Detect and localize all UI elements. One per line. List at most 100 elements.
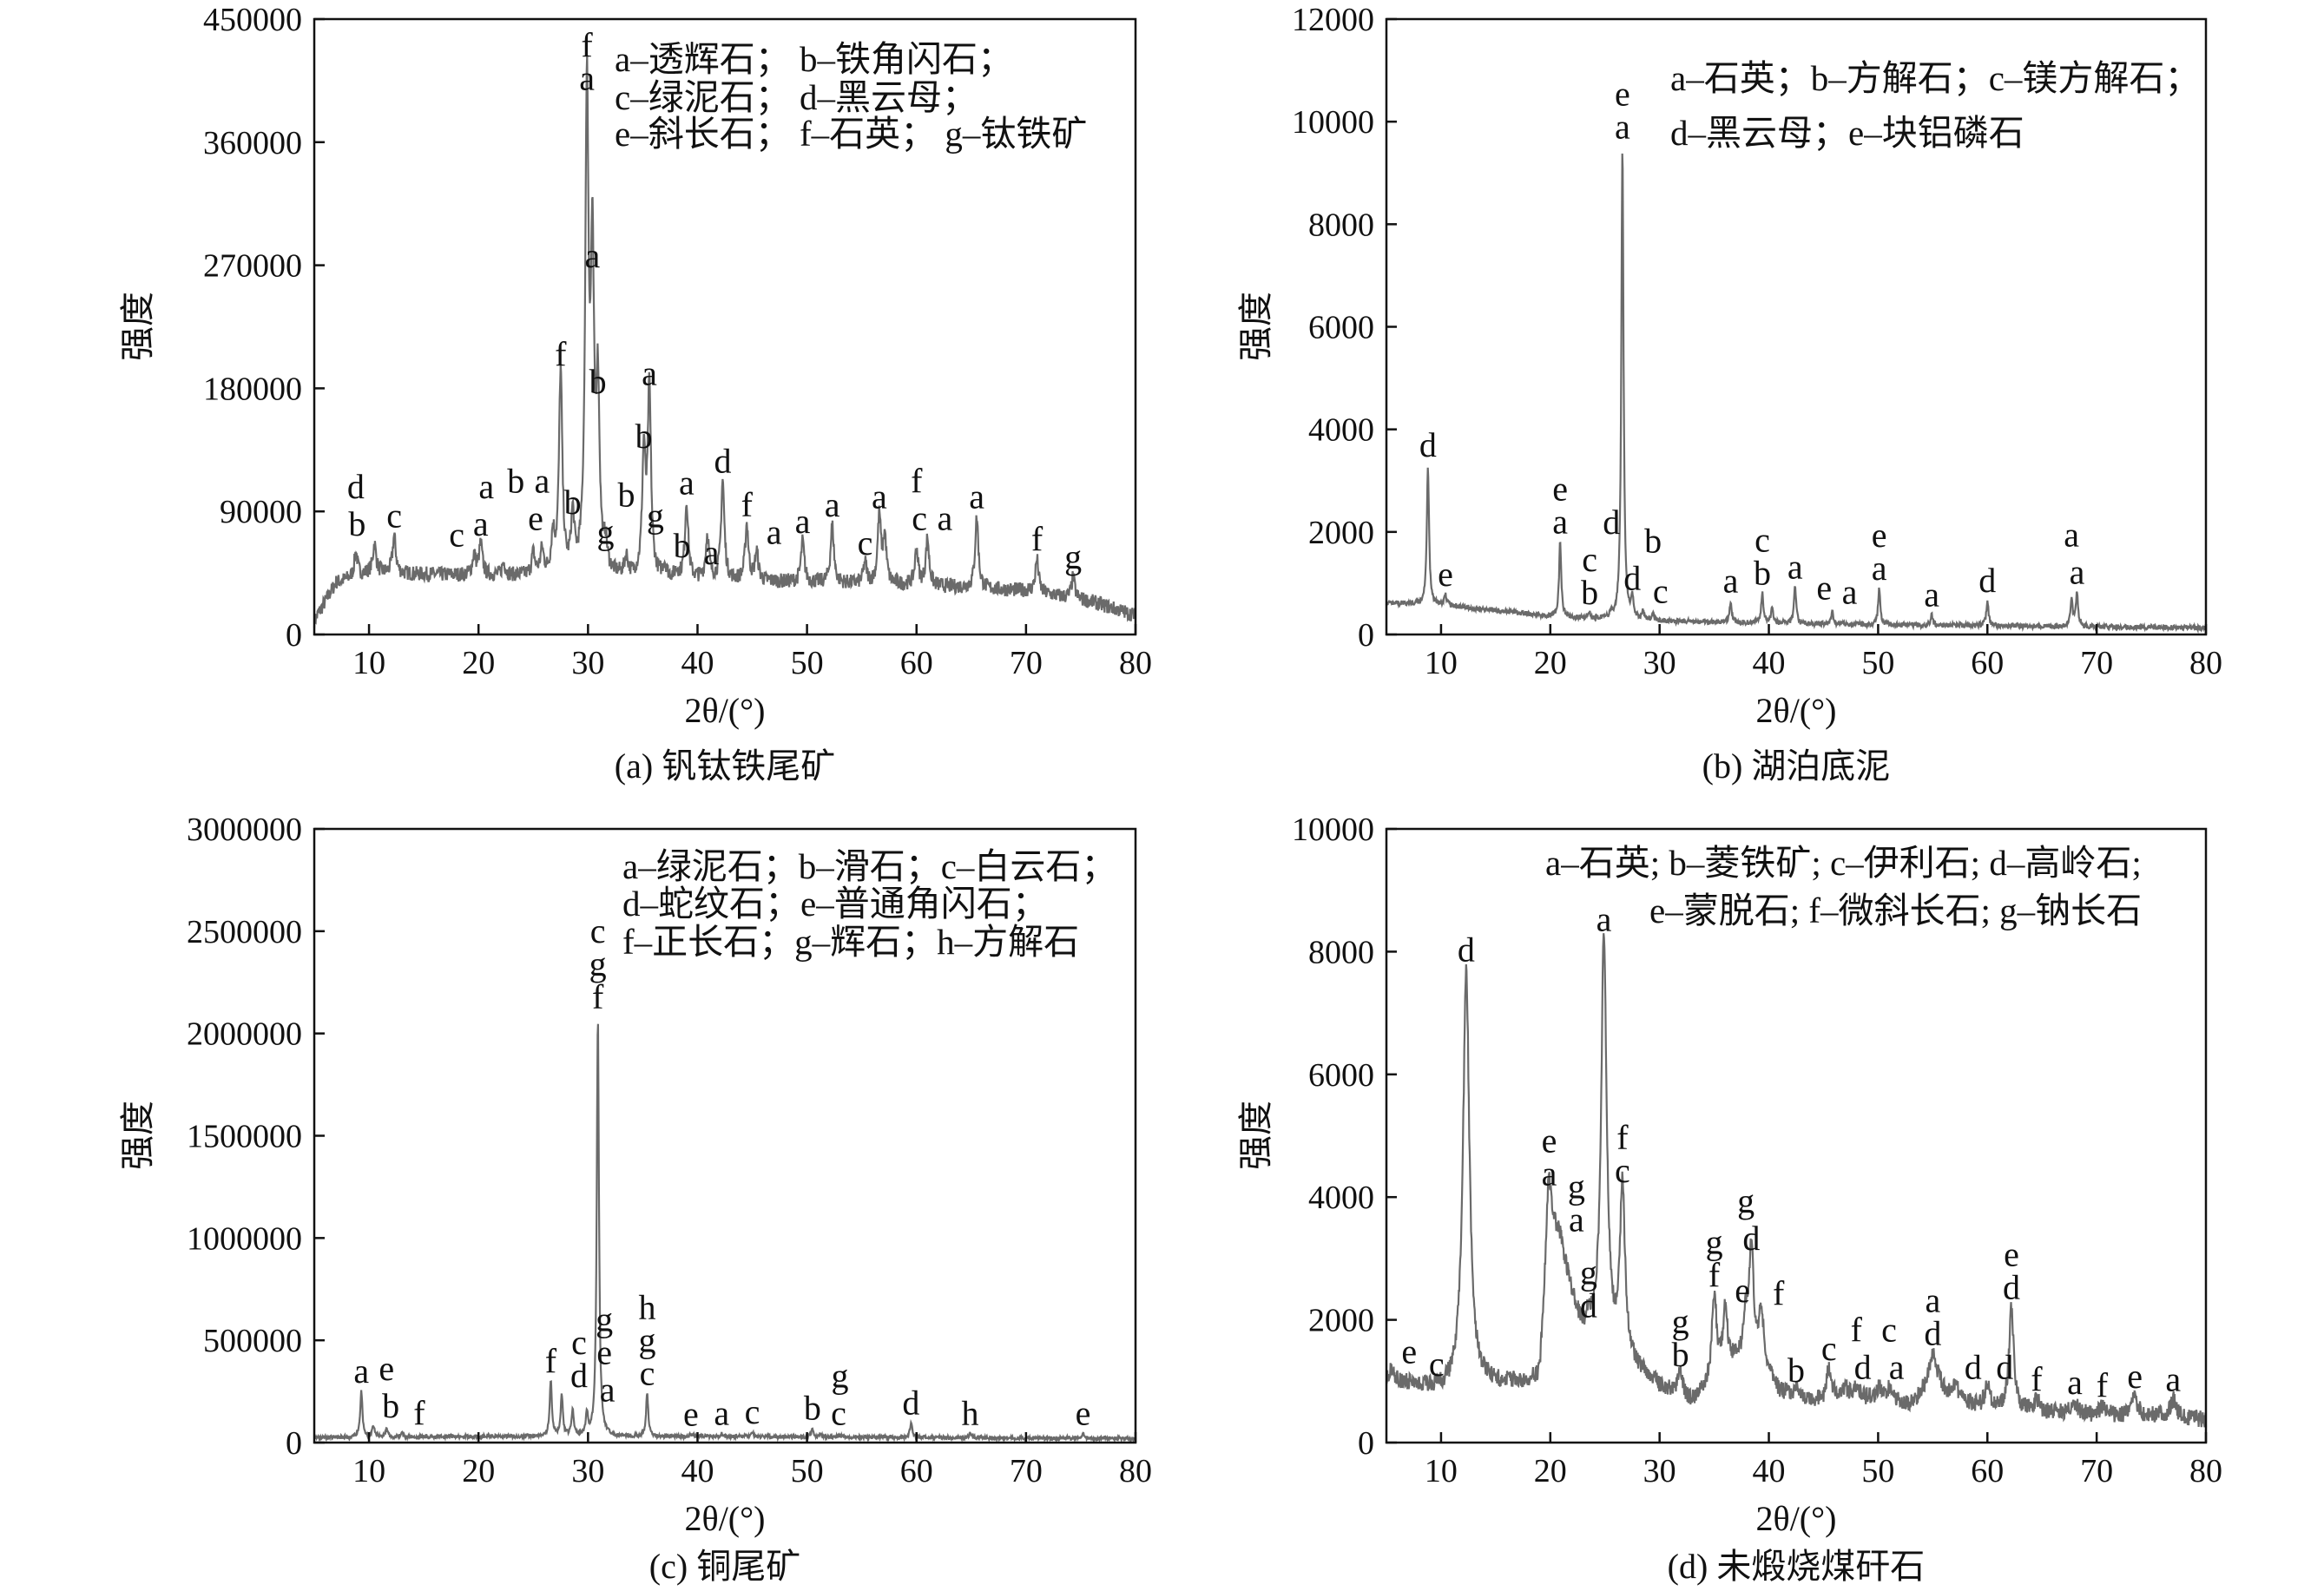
x-tick-label: 60 xyxy=(1971,645,2004,681)
peak-label: b xyxy=(589,362,607,401)
peak-label: d xyxy=(570,1356,588,1395)
panel-b: a–石英；b–方解石；c–镁方解石； d–黑云母；e–块铝磷石 2θ/(°) 强… xyxy=(1236,2,2222,786)
peak-label: g xyxy=(638,1320,655,1359)
peak-label: g xyxy=(1737,1181,1755,1220)
y-tick-label: 0 xyxy=(1358,1425,1374,1462)
peak-label: a xyxy=(767,512,782,551)
peak-label: b xyxy=(617,475,635,514)
legend-line: a–透辉石； b–铁角闪石； xyxy=(615,39,1013,79)
peak-label: e xyxy=(596,1332,612,1371)
y-tick-label: 8000 xyxy=(1308,934,1374,970)
x-tick-label: 20 xyxy=(1534,1453,1567,1489)
y-tick-label: 0 xyxy=(1358,617,1374,654)
y-tick-label: 90000 xyxy=(220,494,302,530)
peak-label: f xyxy=(1773,1274,1785,1313)
x-tick-label: 80 xyxy=(1119,645,1152,681)
plot-frame xyxy=(313,17,1137,636)
peak-label: a xyxy=(1723,562,1739,601)
x-tick-label: 30 xyxy=(571,1453,604,1489)
peak-label: g xyxy=(596,1299,613,1338)
peak-label: e xyxy=(2127,1357,2143,1396)
peak-label: d xyxy=(1996,1347,2013,1386)
peak-label: d xyxy=(902,1384,919,1423)
y-tick-label: 450000 xyxy=(203,2,302,38)
peak-label: f xyxy=(581,25,593,64)
peak-label: h xyxy=(638,1287,655,1326)
y-tick-label: 1000000 xyxy=(187,1220,302,1257)
peak-label: a xyxy=(478,467,494,506)
peak-label: b xyxy=(1754,554,1771,593)
peak-label: a xyxy=(584,236,600,275)
peak-label: a xyxy=(714,1393,729,1432)
peak-label: f xyxy=(1708,1255,1721,1294)
x-tick-label: 40 xyxy=(681,1453,714,1489)
y-tick-label: 12000 xyxy=(1292,2,1374,38)
x-tick-label: 60 xyxy=(900,1453,933,1489)
peak-label: a xyxy=(353,1351,369,1390)
peak-label: a xyxy=(600,1370,616,1409)
y-tick-label: 4000 xyxy=(1308,1180,1374,1216)
peak-label: a xyxy=(534,462,550,501)
x-tick-label: 40 xyxy=(1753,645,1786,681)
y-tick-label: 270000 xyxy=(203,248,302,285)
peak-label: a xyxy=(579,58,595,97)
peak-label: a xyxy=(1872,549,1887,588)
peak-label: b xyxy=(804,1389,821,1428)
legend-line: f–正长石；g–辉石；h–方解石 xyxy=(622,922,1079,962)
peak-label: g xyxy=(1580,1253,1597,1292)
y-tick-label: 4000 xyxy=(1308,412,1374,449)
x-axis-label: 2θ/(°) xyxy=(1756,1499,1837,1538)
peak-label: c xyxy=(590,911,606,950)
legend-line: e–斜长石； f–石英； g–钛铁矿 xyxy=(615,114,1087,154)
peak-label: c xyxy=(571,1323,587,1362)
x-tick-label: 60 xyxy=(1971,1453,2004,1489)
peak-label: c xyxy=(1429,1344,1445,1384)
peak-label: c xyxy=(745,1392,760,1431)
peak-label: g xyxy=(597,512,615,551)
y-tick-label: 360000 xyxy=(203,125,302,161)
x-tick-label: 70 xyxy=(1010,645,1043,681)
x-tick-label: 50 xyxy=(1861,645,1894,681)
plot-frame xyxy=(1385,17,2208,636)
x-tick-label: 30 xyxy=(1643,1453,1676,1489)
x-axis-label: 2θ/(°) xyxy=(1756,691,1837,730)
x-tick-label: 30 xyxy=(1643,645,1676,681)
peak-label: a xyxy=(2165,1360,2181,1399)
x-tick-label: 20 xyxy=(1534,645,1567,681)
peak-label: e xyxy=(2004,1234,2019,1273)
peak-label: e xyxy=(683,1395,699,1434)
peak-label: c xyxy=(858,523,873,562)
y-tick-label: 1500000 xyxy=(187,1119,302,1155)
panel-a: a–透辉石； b–铁角闪石； c–绿泥石； d–黑云母； e–斜长石； f–石英… xyxy=(118,2,1152,786)
peak-label: d xyxy=(1603,503,1620,542)
peak-label: d xyxy=(1419,425,1437,464)
peak-label: a xyxy=(937,499,952,538)
y-tick-label: 0 xyxy=(286,617,302,654)
peak-label: a xyxy=(1569,1200,1584,1239)
peak-label: d xyxy=(1742,1219,1760,1258)
x-tick-label: 40 xyxy=(1753,1453,1786,1489)
x-tick-label: 80 xyxy=(1119,1453,1152,1489)
legend-line: a–石英; b–菱铁矿; c–伊利石; d–高岭石; xyxy=(1545,843,2142,883)
peak-label: b xyxy=(348,504,365,543)
y-tick-label: 3000000 xyxy=(187,812,302,848)
panel-c: a–绿泥石；b–滑石；c–白云石； d–蛇纹石；e–普通角闪石； f–正长石；g… xyxy=(118,812,1152,1586)
x-tick-label: 80 xyxy=(2189,1453,2222,1489)
peak-label: f xyxy=(413,1393,425,1432)
y-tick-label: 0 xyxy=(286,1425,302,1462)
peak-label: g xyxy=(831,1356,848,1395)
x-tick-label: 70 xyxy=(1010,1453,1043,1489)
peak-label: e xyxy=(1401,1332,1417,1371)
peak-label: b xyxy=(1581,573,1598,612)
peak-label: c xyxy=(831,1393,846,1432)
peak-label: b xyxy=(1644,522,1662,561)
x-tick-label: 50 xyxy=(791,645,824,681)
peak-label: a xyxy=(1542,1154,1557,1193)
peak-label: g xyxy=(1706,1222,1723,1261)
peak-label: d xyxy=(714,442,731,481)
peak-label: b xyxy=(1787,1351,1805,1390)
peak-label: e xyxy=(528,499,543,538)
peak-label: f xyxy=(2031,1360,2043,1399)
legend-line: d–蛇纹石；e–普通角闪石； xyxy=(622,884,1048,924)
peak-label: d xyxy=(1978,561,1996,600)
